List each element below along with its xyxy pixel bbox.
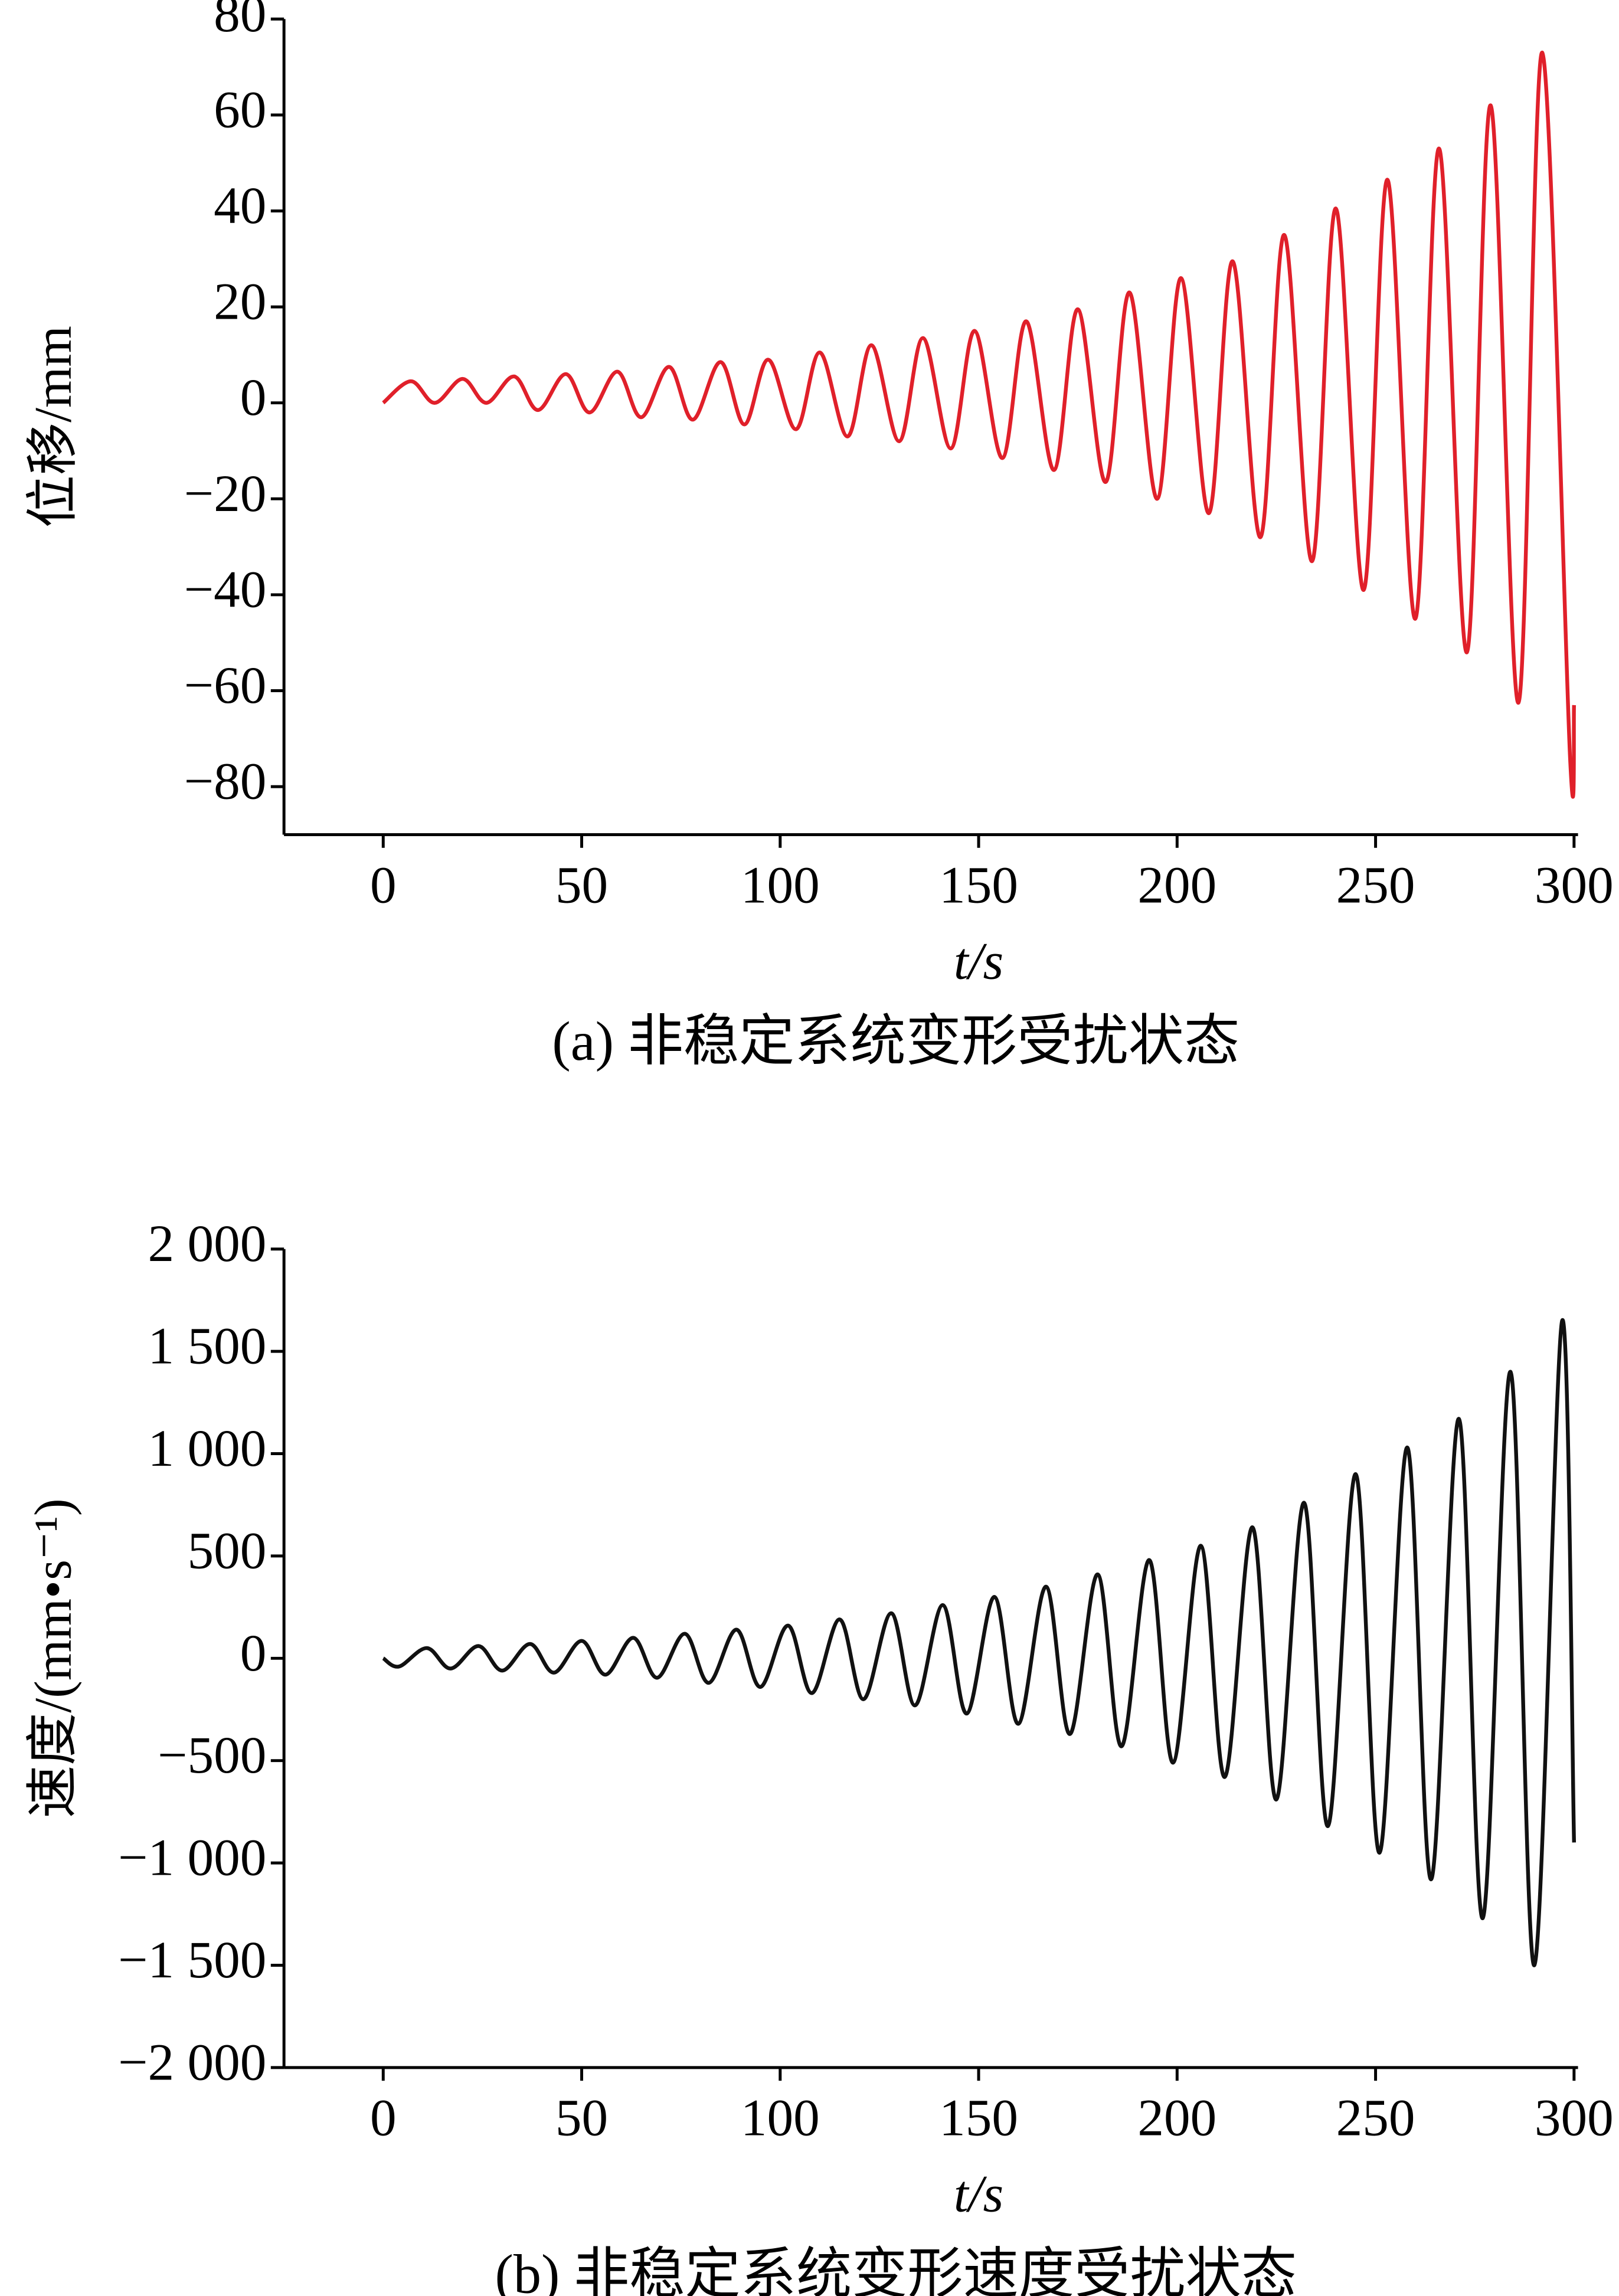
y-tick-label: 2 000 <box>148 1214 267 1273</box>
y-tick-label: 1 500 <box>148 1317 267 1375</box>
y-axis-label: 位移/mm <box>24 326 83 528</box>
y-tick-label: 0 <box>240 368 267 427</box>
x-tick-label: 200 <box>1137 856 1216 914</box>
y-tick-label: −1 000 <box>118 1829 266 1887</box>
y-tick-label: −40 <box>184 560 267 618</box>
y-tick-label: 20 <box>214 273 266 331</box>
y-tick-label: −20 <box>184 464 267 523</box>
y-tick-label: 40 <box>214 176 266 235</box>
data-line <box>382 1318 1577 1967</box>
y-tick-label: 1 000 <box>148 1419 267 1478</box>
x-tick-label: 200 <box>1137 2089 1216 2147</box>
y-tick-label: −500 <box>158 1726 266 1784</box>
x-tick-label: 150 <box>939 2089 1018 2147</box>
x-axis-label: t/s <box>954 932 1003 990</box>
y-tick-label: −1 500 <box>118 1931 266 1989</box>
x-tick-label: 100 <box>741 856 820 914</box>
y-tick-label: −80 <box>184 752 267 811</box>
y-axis-label: 速度/(mm•s⁻¹) <box>24 1498 83 1818</box>
y-tick-label: −60 <box>184 656 267 715</box>
x-tick-label: 250 <box>1336 2089 1415 2147</box>
y-tick-label: 60 <box>214 80 266 139</box>
x-tick-label: 100 <box>741 2089 820 2147</box>
y-tick-label: 80 <box>214 0 266 43</box>
x-tick-label: 300 <box>1535 2089 1614 2147</box>
y-tick-label: 0 <box>240 1624 267 1682</box>
x-axis-label: t/s <box>954 2165 1003 2223</box>
caption: (a) 非稳定系统变形受扰状态 <box>552 1011 1239 1072</box>
x-tick-label: 300 <box>1535 856 1614 914</box>
caption: (b) 非稳定系统变形速度受扰状态 <box>495 2243 1297 2296</box>
y-tick-label: 500 <box>187 1521 266 1580</box>
x-tick-label: 50 <box>555 856 608 914</box>
x-tick-label: 150 <box>939 856 1018 914</box>
x-tick-label: 0 <box>370 2089 397 2147</box>
x-tick-label: 50 <box>555 2089 608 2147</box>
y-tick-label: −2 000 <box>118 2033 266 2091</box>
x-tick-label: 250 <box>1336 856 1415 914</box>
data-line <box>382 50 1577 799</box>
x-tick-label: 0 <box>370 856 397 914</box>
